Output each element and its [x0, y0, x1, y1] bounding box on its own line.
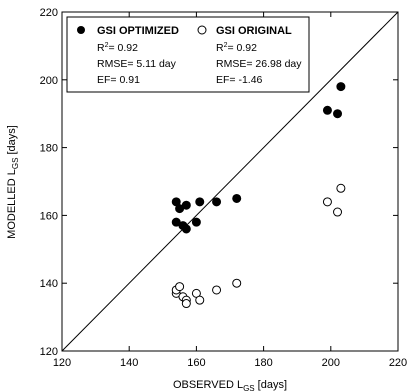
data-points — [171, 82, 346, 309]
point-gsi-optimized — [191, 217, 201, 227]
y-axis-label: MODELLED LGS [days] — [6, 125, 20, 239]
x-tick-label: 200 — [322, 357, 340, 369]
point-gsi-original — [175, 282, 185, 292]
one-to-one-line — [61, 11, 399, 352]
point-gsi-original — [195, 295, 205, 305]
original-r2: R2= 0.92 — [216, 42, 257, 54]
point-gsi-original — [212, 285, 222, 295]
point-gsi-optimized — [232, 193, 242, 203]
point-gsi-original — [336, 183, 346, 193]
original-rmse: RMSE= 26.98 day — [216, 58, 302, 70]
x-tick-label: 140 — [120, 357, 138, 369]
point-gsi-optimized — [181, 200, 191, 210]
point-gsi-optimized — [195, 197, 205, 207]
y-tick-label: 120 — [40, 346, 58, 358]
x-tick-label: 220 — [389, 357, 407, 369]
axis-ticks: 120 140 160 180 200 220 120 140 160 180 200 220 — [40, 7, 407, 369]
point-gsi-optimized — [333, 109, 343, 119]
point-gsi-original — [181, 299, 191, 309]
optimized-r2: R2= 0.92 — [97, 42, 138, 54]
point-gsi-optimized — [181, 224, 191, 234]
point-gsi-original — [232, 278, 242, 288]
x-tick-label: 180 — [254, 357, 272, 369]
optimized-rmse: RMSE= 5.11 day — [97, 58, 177, 70]
optimized-ef: EF= 0.91 — [97, 74, 140, 86]
legend-box — [66, 16, 310, 93]
x-axis-label: OBSERVED LGS [days] — [173, 379, 287, 392]
point-gsi-original — [322, 197, 332, 207]
legend: GSI OPTIMIZED GSI ORIGINAL R2= 0.92 RMSE… — [66, 16, 310, 93]
y-tick-label: 180 — [40, 143, 58, 155]
y-tick-label: 200 — [40, 75, 58, 87]
x-tick-label: 160 — [187, 357, 205, 369]
y-tick-label: 220 — [40, 7, 58, 19]
y-tick-label: 160 — [40, 210, 58, 222]
point-gsi-optimized — [322, 105, 332, 115]
point-gsi-original — [333, 207, 343, 217]
legend-label-original: GSI ORIGINAL — [216, 25, 292, 37]
legend-label-optimized: GSI OPTIMIZED — [97, 25, 179, 37]
plot-frame — [61, 11, 399, 352]
x-tick-label: 120 — [53, 357, 71, 369]
point-gsi-optimized — [212, 197, 222, 207]
original-ef: EF= -1.46 — [216, 74, 263, 86]
legend-marker-original — [197, 25, 207, 35]
point-gsi-optimized — [336, 82, 346, 92]
y-tick-label: 140 — [40, 278, 58, 290]
legend-marker-optimized — [77, 26, 85, 34]
